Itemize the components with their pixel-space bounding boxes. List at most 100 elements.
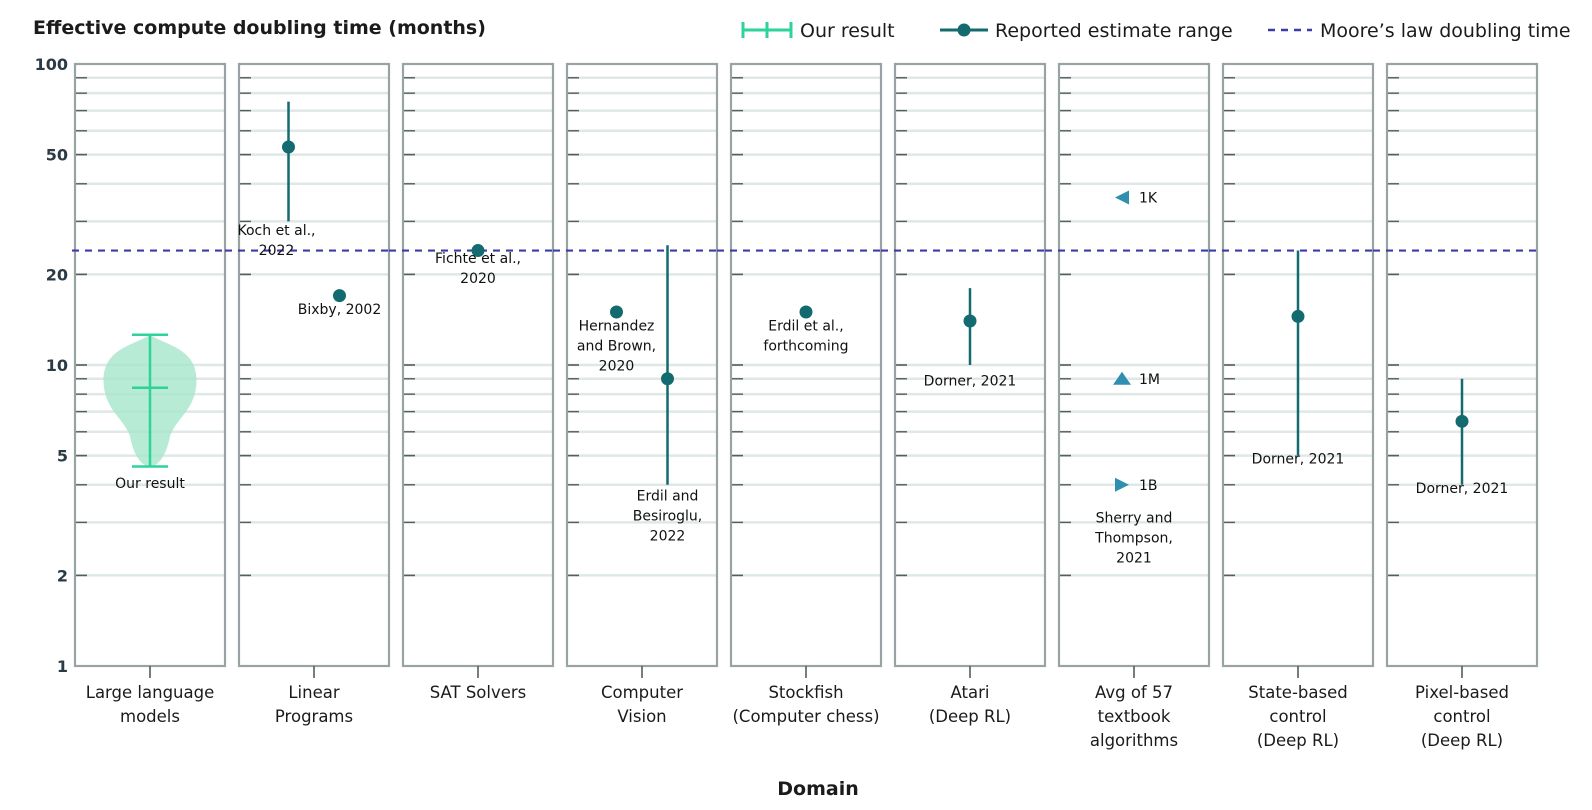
point-annotation: Erdil et al., forthcoming xyxy=(763,319,848,355)
category-label-5: Stockfish (Computer chess) xyxy=(732,683,879,726)
x-axis: Large language models Linear Programs SAT So… xyxy=(86,666,1509,750)
annotation-line: Dorner, 2021 xyxy=(924,373,1017,389)
annotation-line: Erdil and xyxy=(637,488,699,504)
category-line: Large language xyxy=(86,683,215,702)
annotation-line: Besiroglu, xyxy=(633,508,703,524)
point-annotation: Hernandez and Brown, 2020 xyxy=(577,319,656,375)
point-annotation: Erdil and Besiroglu, 2022 xyxy=(633,488,703,544)
panel-marks-3: Fichte et al., 2020 xyxy=(435,244,521,287)
annotation-line: and Brown, xyxy=(577,339,656,355)
category-line: (Deep RL) xyxy=(1257,731,1339,750)
category-line: Computer xyxy=(601,683,683,702)
marker-label: 1K xyxy=(1139,191,1158,207)
point-annotation: Koch et al., 2022 xyxy=(238,223,316,259)
legend-ours-label: Our result xyxy=(800,20,895,42)
annotation-line: Our result xyxy=(115,476,185,492)
data-point xyxy=(610,305,623,319)
annotation-line: Dorner, 2021 xyxy=(1416,481,1509,497)
annotation-line: Thompson, xyxy=(1094,530,1173,546)
category-label-8: State-based control (Deep RL) xyxy=(1248,683,1347,750)
panel-4 xyxy=(565,62,719,668)
panel-marks-7: 1K 1M 1B Sherry and Thompson, 2021 xyxy=(1094,190,1173,566)
y-axis: 1 2 5 10 20 50 100 xyxy=(35,55,68,676)
category-line: Avg of 57 xyxy=(1095,683,1173,702)
category-line: Stockfish xyxy=(768,683,843,702)
data-point xyxy=(1291,309,1305,323)
marks: Our result Koch et al., 2022 Bixby, 2002 Fic… xyxy=(103,101,1509,566)
triangle-up-marker xyxy=(1113,371,1131,385)
panel-marks-8: Dorner, 2021 xyxy=(1252,250,1345,468)
data-point xyxy=(471,244,485,258)
category-line: (Deep RL) xyxy=(929,707,1011,726)
data-point xyxy=(661,372,674,386)
category-line: (Computer chess) xyxy=(732,707,879,726)
category-label-2: Linear Programs xyxy=(275,683,353,726)
panel-marks-4: Hernandez and Brown, 2020 Erdil and Besirogl… xyxy=(577,245,702,544)
y-tick-label-50: 50 xyxy=(46,146,68,165)
annotation-line: 2020 xyxy=(460,271,496,287)
panel-5 xyxy=(729,62,883,668)
data-point xyxy=(1455,414,1469,428)
legend: Our result Reported estimate range Moore… xyxy=(741,20,1571,42)
category-line: algorithms xyxy=(1090,731,1178,750)
panel-2 xyxy=(237,62,391,668)
data-point xyxy=(282,140,295,154)
marker-label: 1B xyxy=(1139,478,1158,494)
category-line: models xyxy=(120,707,180,726)
chart-title: Effective compute doubling time (months) xyxy=(33,17,486,39)
category-label-9: Pixel-based control (Deep RL) xyxy=(1415,683,1509,750)
point-annotation: Dorner, 2021 xyxy=(1252,452,1345,468)
y-tick-label-20: 20 xyxy=(46,265,68,284)
y-tick-label-100: 100 xyxy=(35,55,68,74)
category-line: State-based xyxy=(1248,683,1347,702)
data-point xyxy=(333,289,346,303)
point-annotation: Bixby, 2002 xyxy=(298,302,381,318)
point-annotation: Dorner, 2021 xyxy=(1416,481,1509,497)
panel-marks-9: Dorner, 2021 xyxy=(1416,378,1509,497)
category-label-6: Atari (Deep RL) xyxy=(929,683,1011,726)
category-line: Pixel-based xyxy=(1415,683,1509,702)
x-axis-label: Domain xyxy=(777,778,858,800)
category-line: Atari xyxy=(951,683,990,702)
category-line: SAT Solvers xyxy=(430,683,527,702)
panels xyxy=(73,62,1539,668)
annotation-line: Hernandez xyxy=(579,319,655,335)
legend-moore-label: Moore’s law doubling time xyxy=(1320,20,1571,42)
point-annotation: Sherry and Thompson, 2021 xyxy=(1094,510,1173,566)
y-tick-label-2: 2 xyxy=(57,566,68,585)
panel-9 xyxy=(1385,62,1539,668)
category-label-7: Avg of 57 textbook algorithms xyxy=(1090,683,1178,750)
data-point xyxy=(799,305,813,319)
category-label-1: Large language models xyxy=(86,683,215,726)
category-line: Vision xyxy=(617,707,666,726)
annotation-line: Koch et al., xyxy=(238,223,316,239)
panel-marks-2: Koch et al., 2022 Bixby, 2002 xyxy=(238,101,381,318)
legend-reported-label: Reported estimate range xyxy=(995,20,1233,42)
category-line: Programs xyxy=(275,707,353,726)
data-point xyxy=(963,314,977,328)
annotation-line: Fichte et al., xyxy=(435,251,521,267)
point-annotation: Dorner, 2021 xyxy=(924,373,1017,389)
panel-marks-5: Erdil et al., forthcoming xyxy=(763,305,849,355)
annotation-line: Sherry and xyxy=(1096,510,1173,526)
category-label-4: Computer Vision xyxy=(601,683,683,726)
annotation-line: Bixby, 2002 xyxy=(298,302,381,318)
y-tick-label-10: 10 xyxy=(46,356,68,375)
panel-3 xyxy=(401,62,555,668)
category-line: textbook xyxy=(1098,707,1171,726)
category-line: Linear xyxy=(288,683,339,702)
annotation-line: 2021 xyxy=(1116,550,1152,566)
point-annotation: Fichte et al., 2020 xyxy=(435,251,521,287)
panel-marks-6: Dorner, 2021 xyxy=(924,288,1017,389)
panel-7 xyxy=(1057,62,1211,668)
category-line: control xyxy=(1269,707,1326,726)
triangle-left-marker xyxy=(1115,190,1129,205)
annotation-line: 2020 xyxy=(599,359,635,375)
annotation-line: Dorner, 2021 xyxy=(1252,452,1345,468)
annotation-line: forthcoming xyxy=(763,339,848,355)
legend-reported-dot xyxy=(957,23,971,37)
category-label-3: SAT Solvers xyxy=(430,683,527,702)
category-line: (Deep RL) xyxy=(1421,731,1503,750)
panel-marks-1: Our result xyxy=(103,333,197,492)
